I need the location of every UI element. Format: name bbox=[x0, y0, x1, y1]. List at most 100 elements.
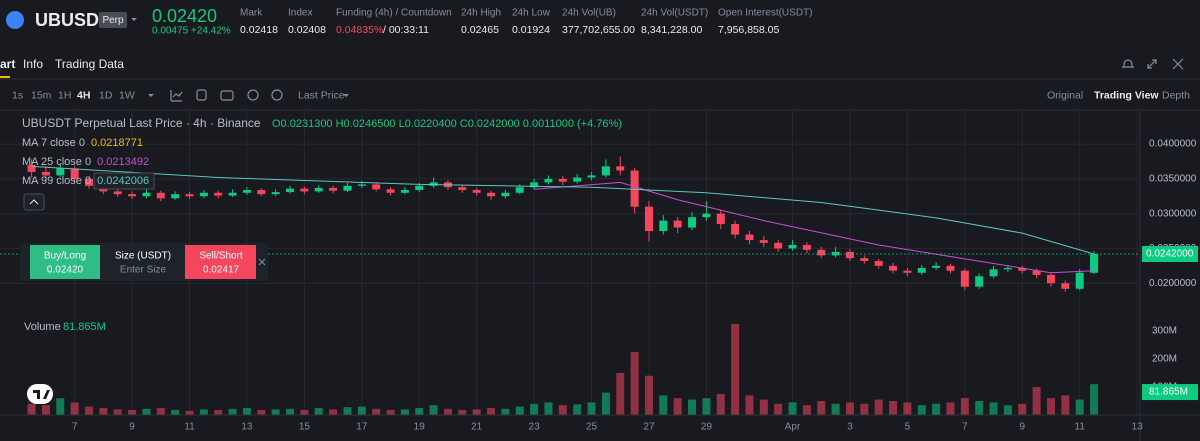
candle-body bbox=[113, 191, 122, 195]
stat-value: 7,956,858.05 bbox=[718, 24, 779, 36]
interval[interactable]: 1D bbox=[99, 89, 113, 101]
x-tick-label: 25 bbox=[586, 422, 598, 433]
volume-bar bbox=[774, 403, 783, 415]
add-icon[interactable] bbox=[247, 89, 259, 101]
stat-value: 0.01924 bbox=[512, 24, 550, 36]
candle-body bbox=[889, 265, 898, 271]
bell-icon[interactable] bbox=[1122, 59, 1134, 68]
y-tick-label: 0.0400000 bbox=[1149, 139, 1197, 150]
volume-bar bbox=[515, 406, 524, 415]
expand-icon[interactable] bbox=[1147, 59, 1157, 69]
volume-bar bbox=[917, 405, 926, 415]
volume-bar bbox=[975, 400, 984, 415]
tab[interactable]: art bbox=[0, 57, 15, 71]
x-tick-label: 3 bbox=[847, 422, 853, 433]
symbol[interactable]: UBUSDT bbox=[35, 10, 110, 30]
candle-body bbox=[874, 260, 883, 266]
stat-label: Index bbox=[288, 8, 312, 19]
candle-body bbox=[142, 192, 151, 197]
y-tick-label: 0.0350000 bbox=[1149, 174, 1197, 185]
stat-value: 8,341,228.00 bbox=[641, 24, 702, 36]
stat-label: 24h High bbox=[461, 8, 501, 19]
panel-close[interactable] bbox=[258, 258, 266, 266]
volume-bar bbox=[558, 405, 567, 415]
ma-value-box bbox=[93, 172, 155, 190]
y-tick-label: 0.0300000 bbox=[1149, 208, 1197, 219]
view-option[interactable]: Original bbox=[1047, 89, 1083, 101]
buy-button[interactable] bbox=[30, 245, 100, 279]
candle-body bbox=[573, 177, 582, 182]
candle-body bbox=[487, 192, 496, 197]
candle-body bbox=[458, 187, 467, 190]
volume-bar bbox=[242, 407, 251, 415]
candle-body bbox=[515, 187, 524, 193]
interval[interactable]: 1s bbox=[12, 89, 23, 101]
volume-bar bbox=[788, 402, 797, 415]
candle-body bbox=[70, 168, 79, 179]
stats: Mark 0.02418 Index 0.02408 Funding (4h) / Co… bbox=[240, 8, 812, 36]
tool-icons bbox=[170, 89, 283, 102]
caret[interactable] bbox=[131, 18, 137, 21]
volume-bar bbox=[70, 402, 79, 415]
candle-body bbox=[587, 175, 596, 178]
candle-body bbox=[903, 270, 912, 273]
tab[interactable]: Trading Data bbox=[55, 57, 124, 71]
view-option[interactable]: Depth bbox=[1162, 89, 1190, 101]
candle-body bbox=[56, 168, 65, 176]
volume-bar bbox=[1061, 395, 1070, 415]
volume-bar bbox=[429, 405, 438, 415]
volume-bar bbox=[932, 403, 941, 415]
volume-bar bbox=[271, 409, 280, 415]
price-type-caret[interactable] bbox=[343, 94, 349, 97]
volume-tick-label: 300M bbox=[1152, 326, 1177, 337]
volume-label: Volume bbox=[24, 321, 61, 333]
candle-body bbox=[501, 192, 510, 197]
candle-body bbox=[975, 276, 984, 287]
x-tick-label: 13 bbox=[241, 422, 253, 433]
candle-body bbox=[41, 171, 50, 176]
interval[interactable]: 4H bbox=[77, 89, 90, 101]
screenshot-icon[interactable] bbox=[220, 90, 234, 101]
volume-bar bbox=[501, 408, 510, 415]
volume-bar bbox=[688, 399, 697, 415]
volume-bar bbox=[802, 405, 811, 415]
price-type[interactable]: Last Price bbox=[298, 89, 345, 101]
volume-bar bbox=[1003, 405, 1012, 415]
candle-body bbox=[601, 166, 610, 176]
indicator-icon[interactable] bbox=[170, 90, 183, 102]
volume-bar bbox=[372, 408, 381, 415]
candle-type-icon[interactable] bbox=[196, 89, 207, 101]
x-tick-label: 9 bbox=[1019, 422, 1025, 433]
x-tick-label: 29 bbox=[701, 422, 713, 433]
x-tick-label: Apr bbox=[785, 422, 801, 433]
candle-body bbox=[429, 182, 438, 186]
candle-body bbox=[731, 224, 740, 235]
settings-icon[interactable] bbox=[271, 89, 283, 101]
tab[interactable]: Info bbox=[23, 57, 43, 71]
interval[interactable]: 1H bbox=[58, 89, 71, 101]
volume-bar bbox=[960, 398, 969, 415]
size-input[interactable]: Enter Size bbox=[120, 265, 167, 276]
candle-body bbox=[544, 178, 553, 183]
volume-bar bbox=[989, 402, 998, 415]
volume-bar bbox=[142, 408, 151, 415]
toolbar: 1s 15m 1H 4H 1D 1W Last Price Original Trading V… bbox=[12, 89, 1190, 101]
collapse-button[interactable] bbox=[23, 193, 45, 211]
ma-line bbox=[31, 165, 1095, 255]
sell-button[interactable] bbox=[185, 245, 256, 279]
x-tick-label: 13 bbox=[1132, 422, 1144, 433]
close-icon[interactable] bbox=[1172, 58, 1184, 70]
interval[interactable]: 15m bbox=[31, 89, 52, 101]
candle-body bbox=[171, 194, 180, 199]
candle-body bbox=[788, 244, 797, 249]
candle-body bbox=[314, 187, 323, 192]
stat-label: 24h Vol(USDT) bbox=[641, 8, 708, 19]
view-option[interactable]: Trading View bbox=[1094, 89, 1159, 101]
interval[interactable]: 1W bbox=[119, 89, 135, 101]
candle-body bbox=[716, 213, 725, 225]
candle-body bbox=[673, 220, 682, 228]
candle-body bbox=[688, 217, 697, 228]
volume-bar bbox=[644, 375, 653, 415]
interval-caret[interactable] bbox=[148, 94, 154, 97]
